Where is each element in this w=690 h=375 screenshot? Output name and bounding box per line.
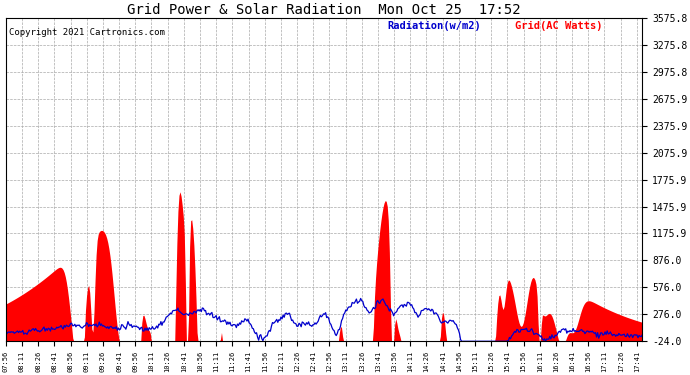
Title: Grid Power & Solar Radiation  Mon Oct 25  17:52: Grid Power & Solar Radiation Mon Oct 25 … bbox=[127, 3, 521, 17]
Text: Grid(AC Watts): Grid(AC Watts) bbox=[515, 21, 602, 31]
Text: Copyright 2021 Cartronics.com: Copyright 2021 Cartronics.com bbox=[9, 28, 165, 37]
Text: Radiation(w/m2): Radiation(w/m2) bbox=[388, 21, 482, 31]
